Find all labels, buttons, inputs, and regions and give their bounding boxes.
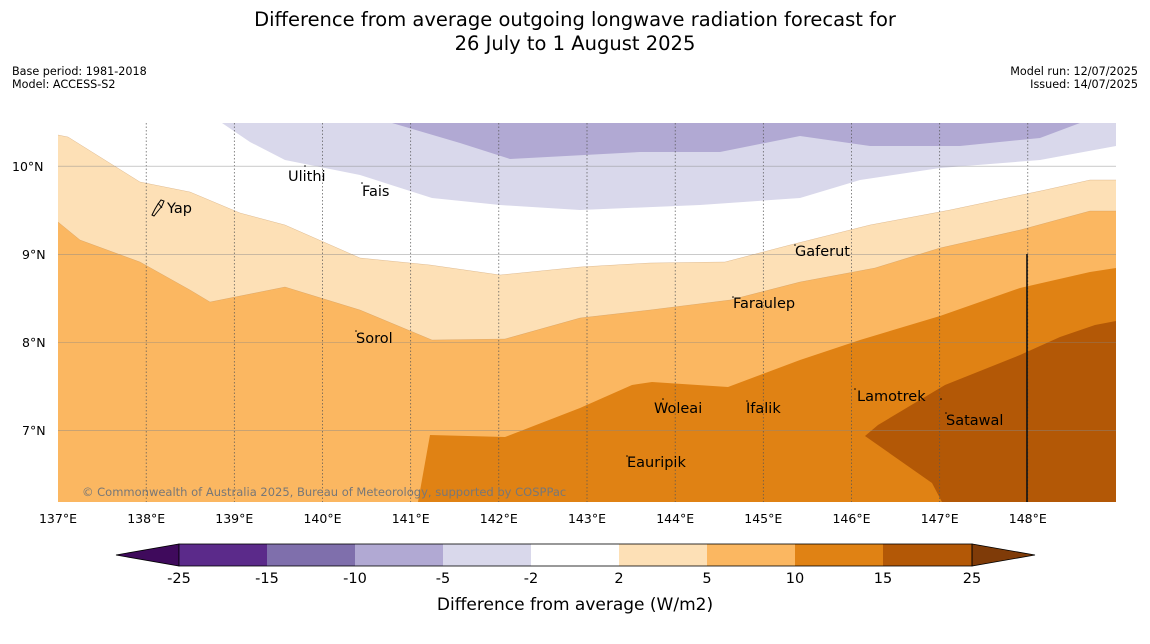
place-dot-faraulep [732,296,734,298]
yap-island-outline [151,199,165,217]
lon-tick-145e: 145°E [744,511,782,526]
colorbar-segment-9 [883,544,972,566]
cb-tick-10: 25 [963,571,981,587]
colorbar-segment-2 [267,544,355,566]
colorbar-extend-max [971,543,1036,567]
issued-text: Issued: 14/07/2025 [1030,78,1138,91]
lat-tick-8n: 8°N [22,335,46,350]
place-labels: Ulithi Fais Yap Gaferut Faraulep Sorol W… [166,165,1003,471]
meridian-lines [145,123,1029,502]
place-label-ulithi: Ulithi [288,169,326,185]
colorbar-frame [178,543,973,567]
lon-tick-146e: 146°E [832,511,870,526]
place-dot-woleai [662,398,664,400]
lon-tick-labels: 137°E 138°E 139°E 140°E 141°E 142°E 143°… [39,511,1047,526]
colorbar-segment-6 [619,544,707,566]
colorbar-segment-3 [355,544,443,566]
place-dot-lamotrek [854,388,856,390]
lon-tick-142e: 142°E [480,511,518,526]
colorbar-segment-5 [531,544,619,566]
place-label-yap: Yap [166,201,192,217]
lat-tick-10n: 10°N [12,159,44,174]
cb-tick-4: -5 [436,571,450,587]
anomaly-band-neg10-neg5 [392,123,1080,159]
place-label-sorol: Sorol [356,331,393,347]
title-line-2: 26 July to 1 August 2025 [454,32,696,55]
cb-tick-8: 10 [786,571,804,587]
place-dot-sorol [355,330,357,332]
lat-tick-labels: 10°N 9°N 8°N 7°N [12,159,46,438]
lon-tick-147e: 147°E [921,511,959,526]
place-dot-eauripik [626,455,628,457]
place-label-eauripik: Eauripik [627,455,686,471]
colorbar-segment-8 [795,544,883,566]
meta-left: Base period: 1981-2018 Model: ACCESS-S2 [12,65,147,91]
lat-tick-7n: 7°N [22,423,46,438]
lon-tick-137e: 137°E [39,511,77,526]
base-period-text: Base period: 1981-2018 [12,65,147,78]
colorbar-segment-7 [707,544,795,566]
place-label-satawal: Satawal [946,413,1003,429]
lon-tick-141e: 141°E [392,511,430,526]
cb-tick-7: 5 [702,571,711,587]
cb-tick-5: -2 [524,571,538,587]
parallel-lines [58,165,1116,432]
place-label-ifalik: Ifalik [746,401,781,417]
place-dot-ifalik [746,400,748,402]
chart-title: Difference from average outgoing longwav… [0,8,1150,56]
copyright-text: © Commonwealth of Australia 2025, Bureau… [82,485,566,499]
map-panel: Ulithi Fais Yap Gaferut Faraulep Sorol W… [58,123,1116,502]
colorbar-segment-4 [443,544,531,566]
place-label-lamotrek: Lamotrek [857,389,926,405]
place-label-gaferut: Gaferut [795,244,850,260]
cb-tick-3: -10 [343,571,367,587]
colorbar-extend-min [115,543,180,567]
model-text: Model: ACCESS-S2 [12,78,116,91]
anomaly-band-15-25 [865,321,1116,502]
place-dot-ulithi [304,165,306,167]
place-label-fais: Fais [362,184,389,200]
contour-lines [58,134,1116,341]
place-dot-gaferut [794,244,796,246]
place-dot-fais [361,182,363,184]
lon-tick-143e: 143°E [568,511,606,526]
colorbar: -25 -15 -10 -5 -2 2 5 10 15 25 Differenc… [115,543,1036,615]
place-label-woleai: Woleai [654,401,702,417]
lon-tick-138e: 138°E [127,511,165,526]
colorbar-segment-1 [179,544,267,566]
gridlines [58,123,1116,502]
place-dot-satawal [945,412,947,414]
place-dot-satawal-north [940,398,942,400]
lon-tick-148e: 148°E [1009,511,1047,526]
cb-tick-6: 2 [614,571,623,587]
colorbar-tick-labels: -25 -15 -10 -5 -2 2 5 10 15 25 [167,571,981,587]
lon-tick-139e: 139°E [215,511,253,526]
cb-tick-9: 15 [874,571,892,587]
cb-tick-1: -25 [167,571,191,587]
title-line-1: Difference from average outgoing longwav… [254,8,896,31]
place-label-faraulep: Faraulep [733,296,795,312]
lon-tick-140e: 140°E [303,511,341,526]
cb-tick-2: -15 [255,571,279,587]
lat-tick-9n: 9°N [22,247,46,262]
lon-tick-144e: 144°E [656,511,694,526]
model-run-text: Model run: 12/07/2025 [1010,65,1138,78]
meta-right: Model run: 12/07/2025 Issued: 14/07/2025 [1010,65,1138,91]
colorbar-title: Difference from average (W/m2) [437,595,713,615]
